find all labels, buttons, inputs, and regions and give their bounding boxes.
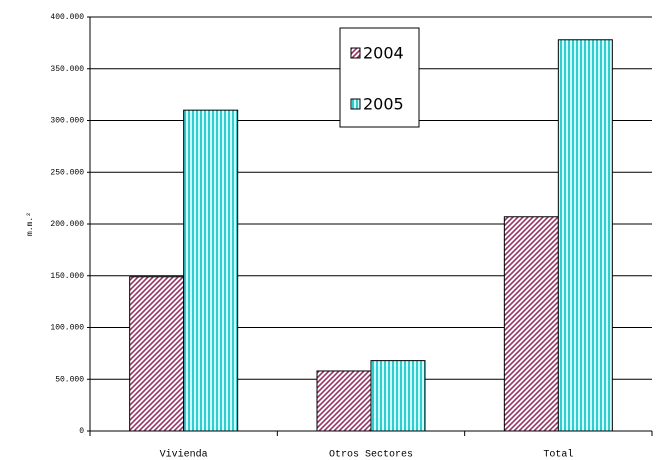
y-tick-label: 300.000 [50,117,84,126]
x-tick-label: Vivienda [160,449,208,460]
y-tick-label: 50.000 [55,375,84,384]
bar [370,360,426,432]
y-tick-label: 250.000 [50,168,84,177]
y-tick-label: 200.000 [50,220,84,229]
legend-label: 2004 [363,44,404,63]
bar [503,216,559,432]
bar [316,370,372,432]
legend-box [339,27,420,128]
y-tick-label: 100.000 [50,324,84,333]
y-tick-label: 150.000 [50,272,84,281]
bar [557,39,613,432]
legend-swatch [350,47,361,59]
bar [183,109,239,432]
y-tick-label: 400.000 [50,13,84,22]
bar [129,276,185,432]
x-tick-label: Total [543,449,573,460]
y-tick-label: 0 [79,427,84,436]
y-axis-label: m.m.² [26,212,35,236]
legend-swatch [350,98,361,110]
x-tick-label: Otros Sectores [329,450,413,460]
y-tick-label: 350.000 [50,65,84,74]
legend-label: 2005 [363,95,404,114]
